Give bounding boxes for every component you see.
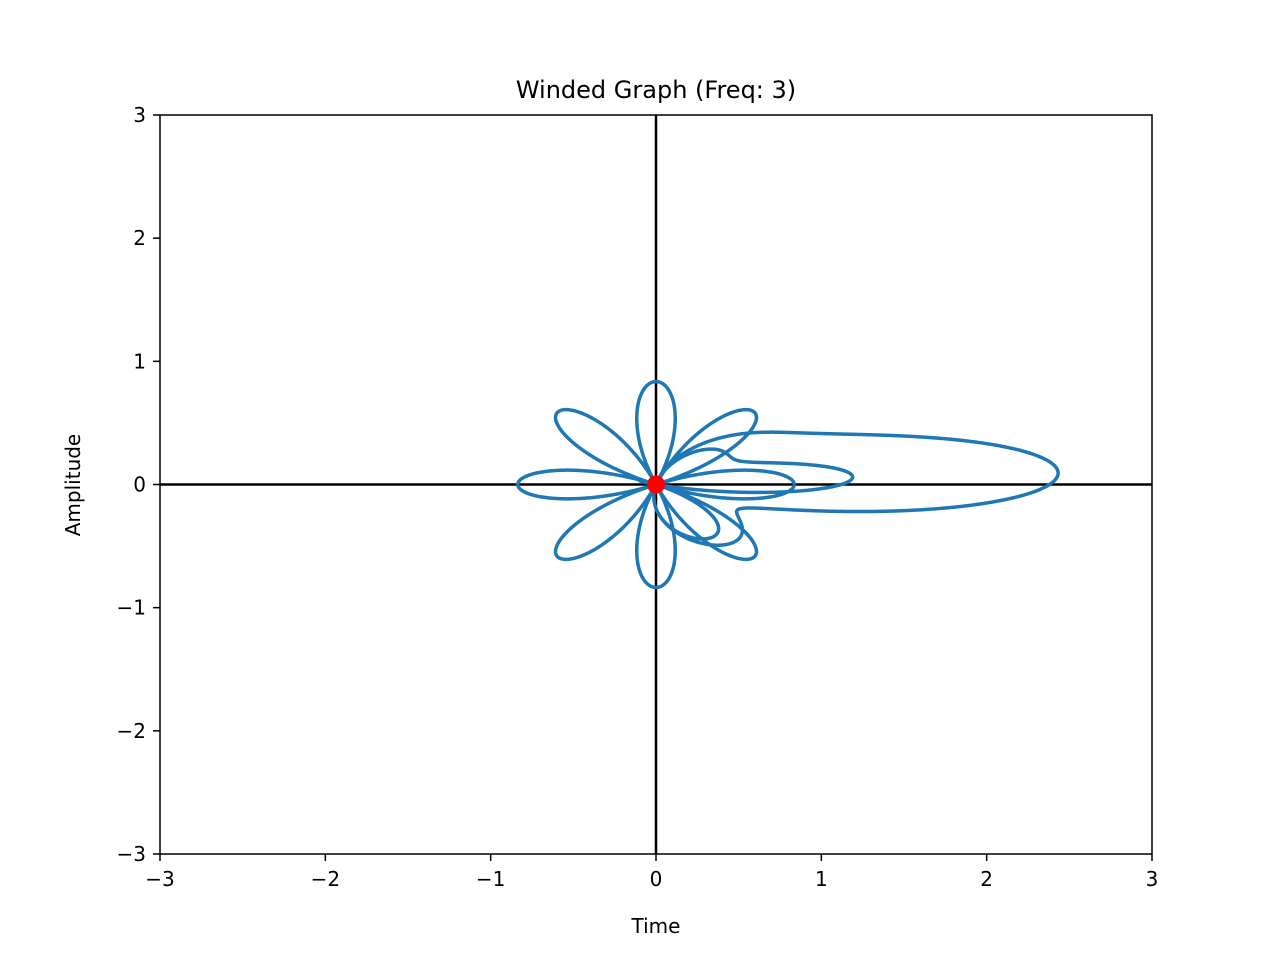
y-tick-label: −3 [117,842,146,866]
center-marker-layer [647,475,665,494]
winded-curve-outer [637,430,1060,547]
y-tick-label: −1 [117,596,146,620]
winded-curve-layer [516,379,1060,590]
y-tick-label: −2 [117,719,146,743]
center-of-mass-marker [647,475,665,494]
x-tick-label: 3 [1146,867,1159,891]
chart-title: Winded Graph (Freq: 3) [516,76,796,104]
y-tick-label: 0 [133,473,146,497]
x-tick-label: −1 [476,867,505,891]
y-tick-label: 2 [133,226,146,250]
x-tick-label: 2 [980,867,993,891]
y-axis-ticks: −3 −2 −1 0 1 2 3 [117,103,160,866]
x-axis-label: Time [631,914,681,938]
x-tick-label: −2 [311,867,340,891]
y-tick-label: 3 [133,103,146,127]
y-tick-label: 1 [133,349,146,373]
x-tick-label: 0 [650,867,663,891]
y-axis-label: Amplitude [61,434,85,537]
x-tick-label: −3 [145,867,174,891]
x-tick-label: 1 [815,867,828,891]
winded-curve-petals [516,379,796,590]
x-axis-ticks: −3 −2 −1 0 1 2 3 [145,854,1158,891]
